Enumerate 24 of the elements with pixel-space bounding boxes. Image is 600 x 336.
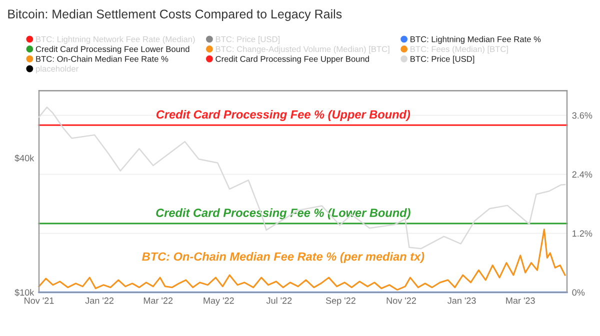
x-tick-label: Nov '22 xyxy=(386,297,416,304)
chart-title: Bitcoin: Median Settlement Costs Compared to Legacy Rails xyxy=(8,9,342,21)
y2-tick-label: 0% xyxy=(572,289,585,296)
line-series xyxy=(38,106,566,250)
y2-tick-label: 1.2% xyxy=(572,230,592,237)
legend-label: BTC: Lightning Median Fee Rate % xyxy=(410,36,541,44)
x-tick-label: Mar '22 xyxy=(144,297,173,304)
y-tick-label: $10k xyxy=(14,288,34,296)
legend-label: Credit Card Processing Fee Upper Bound xyxy=(216,56,369,64)
legend-label: BTC: On-Chain Median Fee Rate % xyxy=(36,56,168,62)
x-tick-label: Jan '23 xyxy=(448,297,476,304)
annotation: Credit Card Processing Fee % (Upper Bound) xyxy=(156,110,410,121)
x-tick-label: Mar '23 xyxy=(506,297,535,304)
x-tick-label: Sep '22 xyxy=(326,297,356,306)
x-tick-label: Jul '22 xyxy=(266,297,292,304)
y2-tick-label: 3.6% xyxy=(572,112,592,119)
y2-tick-label: 2.4% xyxy=(572,171,592,178)
annotation: BTC: On-Chain Median Fee Rate % (per median tx) xyxy=(142,252,424,264)
legend-label: Credit Card Processing Fee Lower Bound xyxy=(36,46,190,54)
x-tick-label: Jan '22 xyxy=(85,297,114,304)
y-tick-label: $40k xyxy=(14,154,34,162)
x-tick-label: Nov '21 xyxy=(24,297,54,304)
legend-label: BTC: Price [USD] xyxy=(410,56,474,64)
x-tick-label: May '22 xyxy=(204,297,234,306)
